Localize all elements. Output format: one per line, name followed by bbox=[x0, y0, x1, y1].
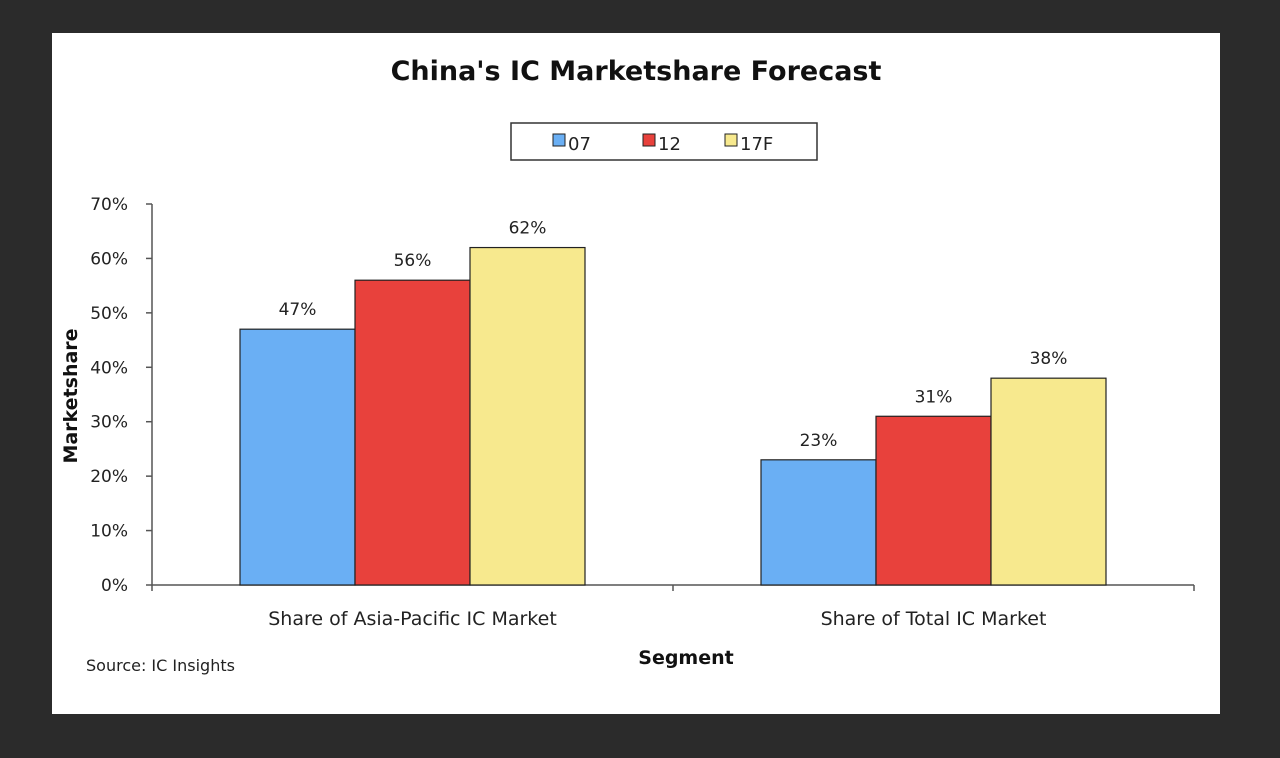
y-tick-label: 70% bbox=[90, 195, 128, 215]
bar-17F-0 bbox=[469, 246, 586, 586]
category-label: Share of Total IC Market bbox=[821, 608, 1047, 630]
y-tick-label: 60% bbox=[90, 249, 128, 269]
y-ticks: 0% 10% 20% 30% 40% 50% 60% 70% bbox=[90, 195, 152, 596]
legend-label-17F: 17F bbox=[740, 134, 773, 155]
source-note: Source: IC Insights bbox=[86, 656, 235, 675]
y-tick-label: 50% bbox=[90, 304, 128, 324]
bar-12-0 bbox=[354, 279, 471, 586]
bar-07-1 bbox=[760, 459, 877, 586]
legend: 07 12 17F bbox=[510, 122, 818, 161]
y-tick-label: 0% bbox=[101, 576, 128, 596]
data-label-12-0: 56% bbox=[394, 251, 432, 271]
y-tick-label: 40% bbox=[90, 358, 128, 378]
category-labels: Share of Asia-Pacific IC Market Share of … bbox=[268, 608, 1046, 630]
bar-17F-1 bbox=[990, 377, 1107, 586]
bar-12-1 bbox=[875, 415, 992, 586]
legend-swatch-17F bbox=[724, 133, 738, 147]
chart-title: China's IC Marketshare Forecast bbox=[391, 56, 882, 87]
bar-07-0 bbox=[239, 328, 356, 586]
x-ticks bbox=[151, 585, 1195, 591]
data-label-07-1: 23% bbox=[800, 431, 838, 451]
data-labels: 47% 56% 62% 23% 31% 38% bbox=[279, 219, 1068, 451]
legend-swatch-07 bbox=[552, 133, 566, 147]
y-tick-label: 10% bbox=[90, 522, 128, 542]
legend-label-12: 12 bbox=[658, 134, 681, 155]
data-label-17F-0: 62% bbox=[509, 219, 547, 239]
data-label-12-1: 31% bbox=[915, 387, 953, 407]
y-axis-title: Marketshare bbox=[60, 328, 82, 463]
x-axis-title: Segment bbox=[638, 647, 733, 669]
category-label: Share of Asia-Pacific IC Market bbox=[268, 608, 557, 630]
y-tick-label: 30% bbox=[90, 413, 128, 433]
data-label-17F-1: 38% bbox=[1030, 349, 1068, 369]
legend-swatch-12 bbox=[642, 133, 656, 147]
data-label-07-0: 47% bbox=[279, 300, 317, 320]
bars bbox=[239, 246, 1107, 586]
y-tick-label: 20% bbox=[90, 467, 128, 487]
legend-label-07: 07 bbox=[568, 134, 591, 155]
